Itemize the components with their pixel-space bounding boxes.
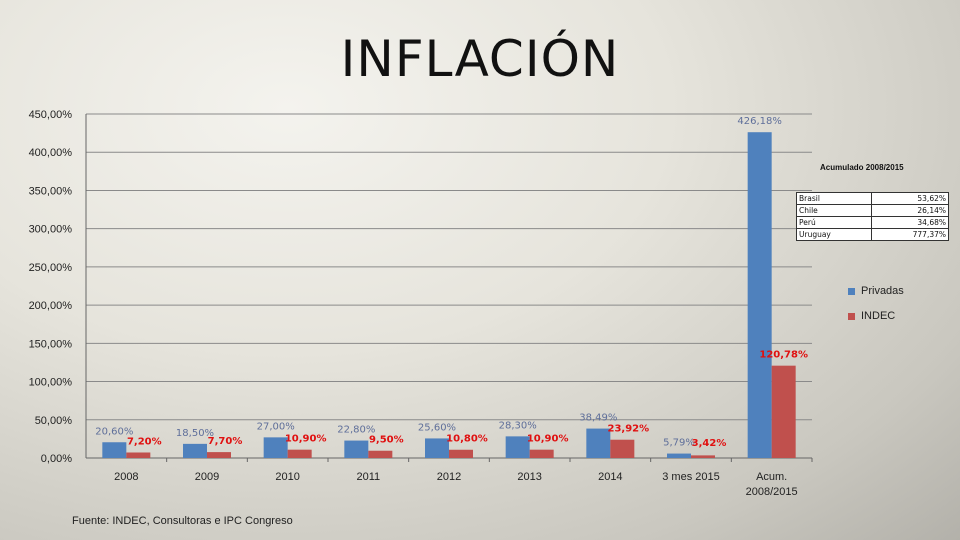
table-cell-country: Chile bbox=[796, 204, 872, 217]
table-row: Perú 34,68% bbox=[796, 216, 949, 229]
legend-item-privadas: Privadas bbox=[848, 284, 904, 298]
data-label-indec: 23,92% bbox=[608, 424, 650, 435]
data-label-indec: 3,42% bbox=[692, 438, 727, 449]
bar-indec bbox=[368, 450, 393, 458]
data-label-indec: 7,20% bbox=[127, 436, 162, 447]
bar-privadas bbox=[102, 442, 127, 458]
bar-indec bbox=[771, 365, 796, 458]
y-tick-label: 100,00% bbox=[29, 377, 73, 389]
page-title: INFLACIÓN bbox=[340, 30, 620, 88]
data-label-privadas: 22,80% bbox=[337, 425, 375, 436]
source-note: Fuente: INDEC, Consultoras e IPC Congres… bbox=[72, 515, 293, 527]
bar-privadas bbox=[344, 440, 369, 458]
legend-item-indec: INDEC bbox=[848, 309, 904, 323]
y-tick-label: 0,00% bbox=[41, 453, 72, 465]
inset-table-title: Acumulado 2008/2015 bbox=[820, 163, 904, 172]
table-cell-value: 26,14% bbox=[871, 204, 949, 217]
bar-privadas bbox=[263, 437, 288, 458]
data-label-indec: 10,80% bbox=[446, 434, 488, 445]
bar-privadas bbox=[586, 428, 611, 458]
bar-indec bbox=[691, 455, 715, 458]
table-cell-country: Uruguay bbox=[796, 228, 872, 241]
data-label-indec: 120,78% bbox=[759, 350, 808, 361]
table-row: Uruguay 777,37% bbox=[796, 228, 949, 241]
y-tick-label: 350,00% bbox=[29, 185, 73, 197]
data-label-privadas: 38,49% bbox=[579, 413, 617, 424]
x-tick-label: 2011 bbox=[357, 471, 381, 483]
x-tick-label: 2014 bbox=[598, 471, 622, 483]
y-tick-label: 50,00% bbox=[35, 415, 73, 427]
legend-swatch-privadas bbox=[848, 287, 855, 295]
bar-indec bbox=[207, 452, 231, 458]
bar-indec bbox=[126, 452, 151, 458]
y-tick-label: 300,00% bbox=[29, 224, 73, 236]
table-row: Brasil 53,62% bbox=[796, 192, 949, 205]
bar-indec bbox=[610, 439, 635, 458]
legend-label-privadas: Privadas bbox=[861, 285, 904, 297]
x-tick-label: 2010 bbox=[275, 471, 299, 483]
bar-privadas bbox=[183, 443, 207, 458]
data-label-indec: 10,90% bbox=[527, 434, 569, 445]
x-tick-label: 3 mes 2015 bbox=[662, 471, 719, 483]
data-label-privadas: 25,60% bbox=[418, 422, 456, 433]
bar-indec bbox=[287, 449, 312, 458]
bar-indec bbox=[529, 449, 554, 458]
table-cell-value: 53,62% bbox=[871, 192, 949, 205]
data-label-privadas: 28,30% bbox=[499, 420, 537, 431]
y-tick-label: 450,00% bbox=[29, 109, 73, 121]
bar-privadas bbox=[425, 438, 449, 458]
data-label-indec: 10,90% bbox=[285, 434, 327, 445]
data-label-indec: 9,50% bbox=[369, 435, 404, 446]
data-label-indec: 7,70% bbox=[208, 436, 243, 447]
legend-label-indec: INDEC bbox=[861, 310, 896, 322]
data-label-privadas: 20,60% bbox=[95, 426, 133, 437]
x-tick-label: 2009 bbox=[195, 471, 219, 483]
data-label-privadas: 27,00% bbox=[257, 421, 295, 432]
data-label-privadas: 426,18% bbox=[737, 116, 782, 127]
table-cell-country: Brasil bbox=[796, 192, 872, 205]
bar-privadas bbox=[667, 453, 691, 458]
y-tick-label: 400,00% bbox=[29, 147, 73, 159]
table-row: Chile 26,14% bbox=[796, 204, 949, 217]
legend-swatch-indec bbox=[848, 312, 855, 320]
legend: Privadas INDEC bbox=[848, 284, 904, 334]
x-tick-label: 2013 bbox=[517, 471, 541, 483]
inset-table: Brasil 53,62% Chile 26,14% Perú 34,68% U… bbox=[796, 192, 949, 241]
bar-privadas bbox=[505, 436, 530, 458]
bar-privadas bbox=[747, 132, 772, 459]
data-label-privadas: 18,50% bbox=[176, 428, 214, 439]
x-tick-label: 2008 bbox=[114, 471, 138, 483]
table-cell-value: 777,37% bbox=[871, 228, 949, 241]
x-tick-label: Acum. 2008/2015 bbox=[746, 471, 798, 498]
table-cell-value: 34,68% bbox=[871, 216, 949, 229]
y-tick-label: 250,00% bbox=[29, 262, 73, 274]
y-tick-label: 200,00% bbox=[29, 300, 73, 312]
bar-indec bbox=[449, 449, 473, 458]
y-tick-label: 150,00% bbox=[29, 338, 73, 350]
data-label-privadas: 5,79% bbox=[663, 438, 695, 449]
table-cell-country: Perú bbox=[796, 216, 872, 229]
x-tick-label: 2012 bbox=[437, 471, 461, 483]
